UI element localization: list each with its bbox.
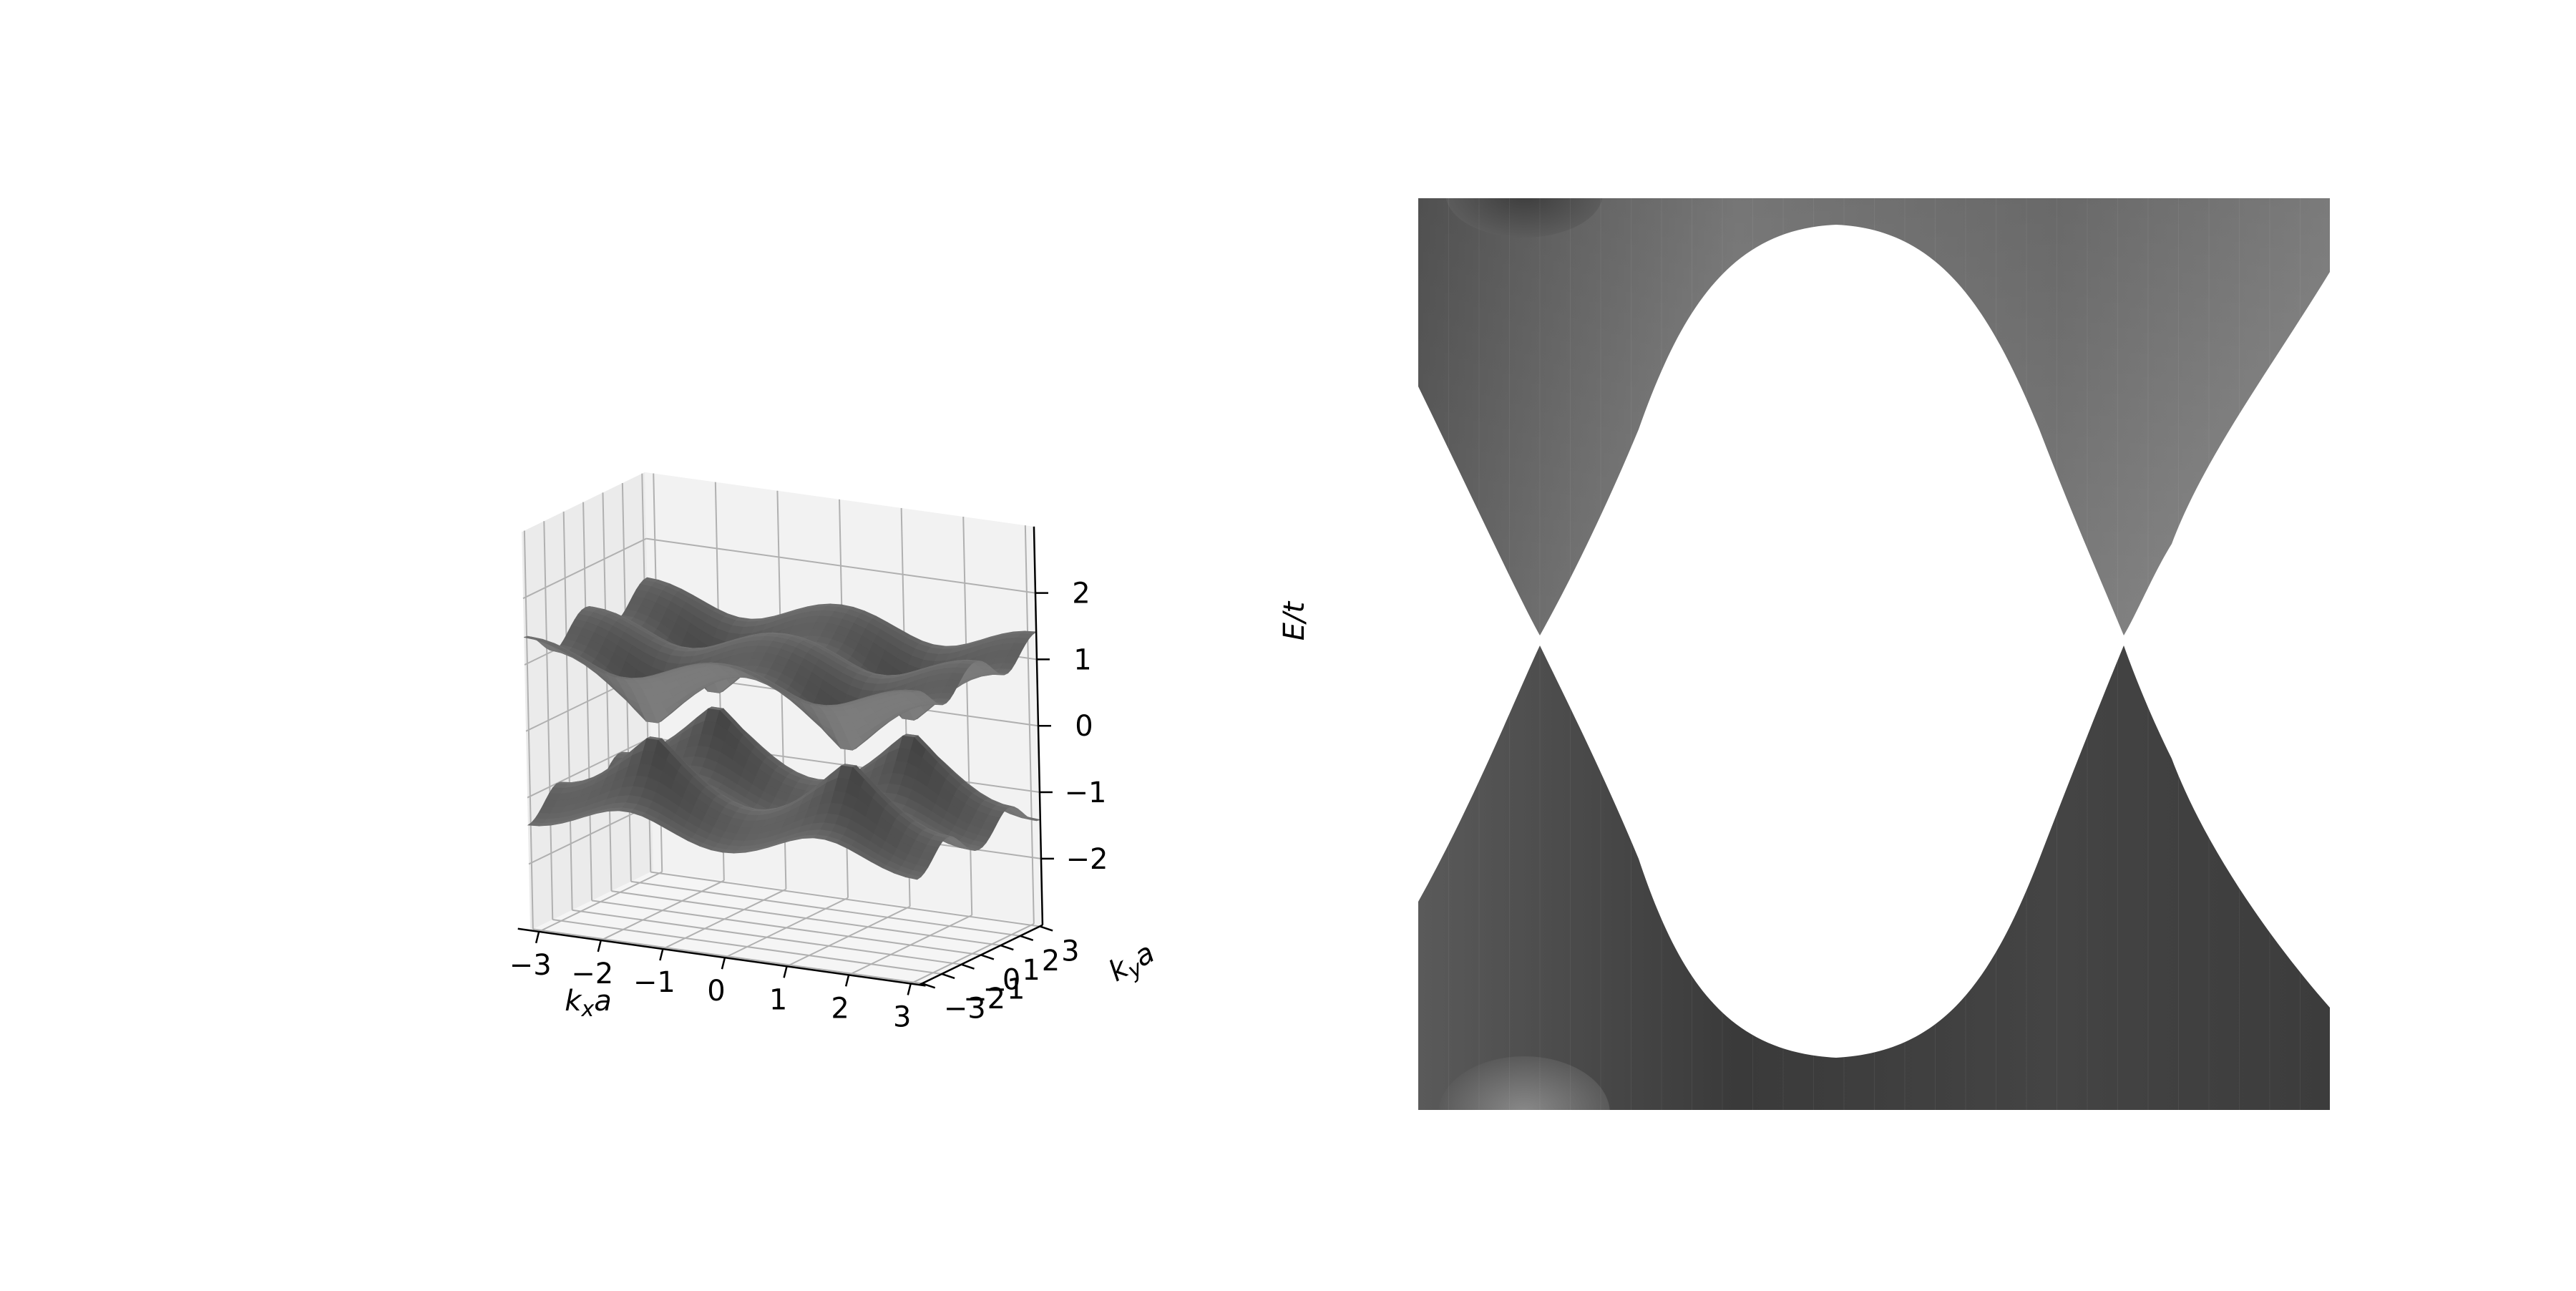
- x-tick-label: 1: [769, 983, 787, 1016]
- grid-line-z-back: [645, 537, 1036, 594]
- y-tick: [941, 973, 955, 980]
- surface-facet-lower: [904, 874, 922, 880]
- y-tick: [961, 963, 975, 970]
- y-tick-label: 0: [1002, 963, 1020, 996]
- x-tick: [535, 931, 540, 944]
- y-tick-label: 2: [1042, 945, 1060, 978]
- y-tick: [1000, 944, 1014, 951]
- surface-facet-upper: [902, 689, 917, 692]
- grid-line-y-floor: [591, 900, 982, 956]
- grid-line-y-floor: [630, 880, 1020, 937]
- x-tick: [844, 975, 850, 987]
- upper-band-shade: [1418, 198, 2330, 635]
- z-tick-label: −1: [1064, 776, 1106, 809]
- y-tick: [980, 954, 995, 960]
- right-zoom-view: [1418, 198, 2330, 1110]
- x-tick-label: −3: [509, 949, 552, 982]
- x-tick-label: −2: [571, 958, 613, 990]
- lower-band-surface: [1418, 646, 2330, 1110]
- x-tick: [907, 983, 912, 995]
- grid-line-z-side: [527, 737, 651, 799]
- y-tick-label: −3: [944, 992, 986, 1025]
- grid-line-y-floor: [650, 871, 1040, 927]
- z-tick-label: 2: [1072, 578, 1090, 610]
- grid-line-z-side: [528, 803, 653, 865]
- x-tick-label: −1: [633, 966, 675, 999]
- grid-line-z-side: [522, 537, 647, 600]
- corner-cone-bottom: [1438, 1056, 1610, 1110]
- corner-cone-top: [1445, 198, 1603, 238]
- grid-line-y-floor: [572, 909, 962, 965]
- y-tick: [1020, 935, 1034, 941]
- grid-line-y-floor: [611, 890, 1001, 947]
- z-tick-label: 1: [1073, 643, 1091, 676]
- band-surface: [524, 577, 1040, 880]
- y-tick-label: −2: [963, 983, 1005, 1015]
- y-tick-label: 1: [1022, 954, 1040, 987]
- grid-line-y-floor: [552, 919, 942, 975]
- y-tick: [922, 983, 936, 989]
- z-axis-label: E/t: [1278, 600, 1311, 640]
- x-tick-label: 2: [831, 992, 849, 1025]
- y-axis-label: kya: [1103, 936, 1163, 992]
- x-tick-label: 0: [707, 975, 725, 1008]
- x-tick: [721, 957, 726, 970]
- x-tick: [597, 940, 602, 953]
- grid-line-y-floor: [532, 928, 922, 985]
- surface-mesh: [1418, 198, 2301, 1110]
- x-tick: [783, 965, 788, 978]
- x-tick: [659, 948, 664, 961]
- x-tick-label: 3: [893, 1000, 911, 1033]
- y-tick-label: −1: [983, 973, 1025, 1006]
- y-tick-label: 3: [1061, 935, 1079, 968]
- z-tick-label: −2: [1065, 843, 1108, 876]
- z-tick-label: 0: [1075, 710, 1093, 743]
- x-axis-line: [517, 927, 926, 987]
- y-tick: [1039, 925, 1053, 932]
